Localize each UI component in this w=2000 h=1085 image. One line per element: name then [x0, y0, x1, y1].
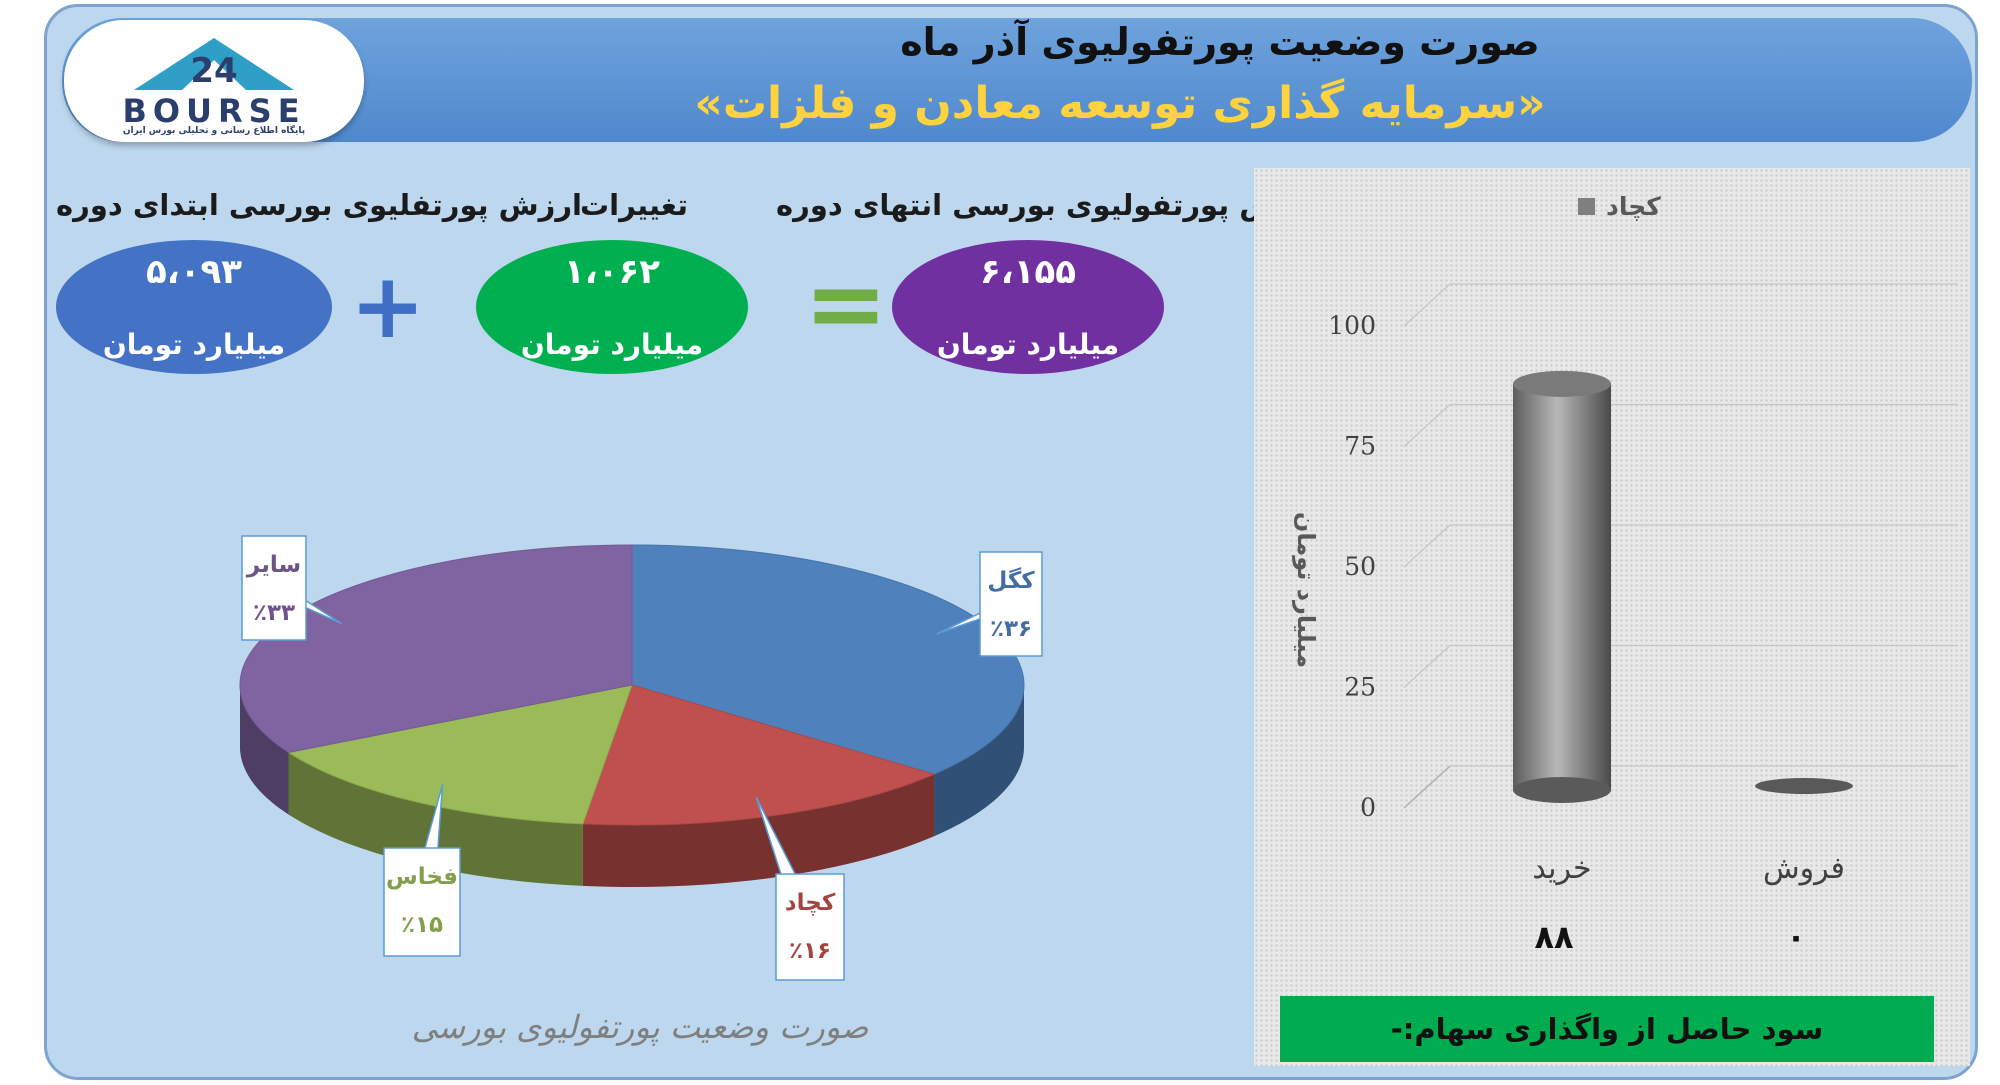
pie-value-label-2: ٪۱۵: [401, 912, 443, 938]
page-subtitle: «سرمایه گذاری توسعه معادن و فلزات»: [694, 78, 1546, 129]
logo-mark-icon: 24: [134, 38, 294, 91]
pie-callout-box-1: [775, 873, 845, 981]
end-value-label: ارزش پورتفولیوی بورسی انتهای دوره: [776, 188, 1323, 222]
y-tick-label-1: 25: [1344, 673, 1376, 702]
logo-subtext: پایگاه اطلاع رسانی و تحلیلی بورس ایران: [122, 126, 306, 136]
change-value-oval: ۱،۰۶۲ میلیارد تومان: [476, 240, 748, 374]
end-value-oval: ۶،۱۵۵ میلیارد تومان: [892, 240, 1164, 374]
pie-value-label-3: ٪۳۳: [253, 600, 295, 626]
x-tick-label-0: خرید: [1532, 851, 1591, 886]
pie-side-3: [240, 685, 289, 815]
pie-slice-2: [287, 684, 633, 825]
pie-slice-1: [582, 684, 936, 826]
pie-label-3: سایر: [246, 552, 301, 578]
bar-1: [1755, 778, 1853, 794]
legend-label: کچاد: [1606, 192, 1661, 221]
change-value-unit: میلیارد تومان: [520, 328, 704, 361]
header-banner: [62, 18, 1972, 142]
x-tick-label-1: فروش: [1763, 851, 1845, 886]
pie-callout-box-2: [383, 847, 461, 957]
pie-callout-box-3: [241, 535, 307, 641]
equals-sign: =: [804, 245, 888, 362]
y-tick-label-4: 100: [1328, 311, 1376, 340]
gridline-diag-1: [1403, 645, 1451, 688]
svg-text:24: 24: [190, 51, 237, 91]
start-value-label: ارزش پورتفلیوی بورسی ابتدای دوره: [56, 188, 582, 222]
page-title: صورت وضعیت پورتفولیوی آذر ماه: [900, 20, 1540, 64]
bar-data-label-0: ۸۸: [1534, 918, 1574, 956]
gridline-diag-2: [1403, 524, 1451, 568]
gridline-diag-4: [1403, 283, 1451, 327]
start-value-unit: میلیارد تومان: [102, 328, 286, 361]
gridline-diag-3: [1403, 404, 1451, 447]
y-tick-label-2: 50: [1344, 552, 1376, 581]
pie-value-label-0: ٪۳۶: [990, 616, 1032, 642]
change-value-label: تغییرات: [580, 188, 689, 222]
floor-edge: [1403, 765, 1451, 809]
bar-chart-area: [1254, 168, 1970, 1066]
bar-data-label-1: ۰: [1786, 918, 1806, 956]
y-tick-label-0: 0: [1360, 793, 1376, 822]
change-value: ۱،۰۶۲: [564, 252, 660, 292]
plus-sign: +: [350, 254, 426, 359]
end-value: ۶،۱۵۵: [980, 252, 1076, 292]
y-tick-label-3: 75: [1344, 432, 1376, 461]
bar-0: [1513, 383, 1611, 790]
y-axis-title: میلیارد تومان: [1292, 512, 1320, 668]
pie-label-0: کگل: [987, 567, 1035, 594]
pie-value-label-1: ٪۱۶: [789, 938, 831, 964]
bourse-logo: 24 BOURSE پایگاه اطلاع رسانی و تحلیلی بو…: [64, 20, 364, 142]
start-value: ۵،۰۹۳: [146, 252, 242, 292]
bar-top-0: [1513, 370, 1611, 397]
pie-label-2: فخاس: [386, 864, 458, 890]
end-value-unit: میلیارد تومان: [936, 328, 1120, 361]
pie-callout-box-0: [979, 551, 1043, 657]
pie-chart-title: صورت وضعیت پورتفولیوی بورسی: [411, 1008, 869, 1046]
bar-base-0: [1513, 777, 1611, 803]
logo-text: BOURSE: [122, 92, 306, 130]
pie-label-1: کچاد: [785, 890, 836, 916]
pie-side-0: [934, 685, 1024, 837]
divestment-profit-box: سود حاصل از واگذاری سهام:-: [1280, 996, 1934, 1062]
start-value-oval: ۵،۰۹۳ میلیارد تومان: [56, 240, 332, 374]
legend-swatch: [1578, 198, 1595, 215]
